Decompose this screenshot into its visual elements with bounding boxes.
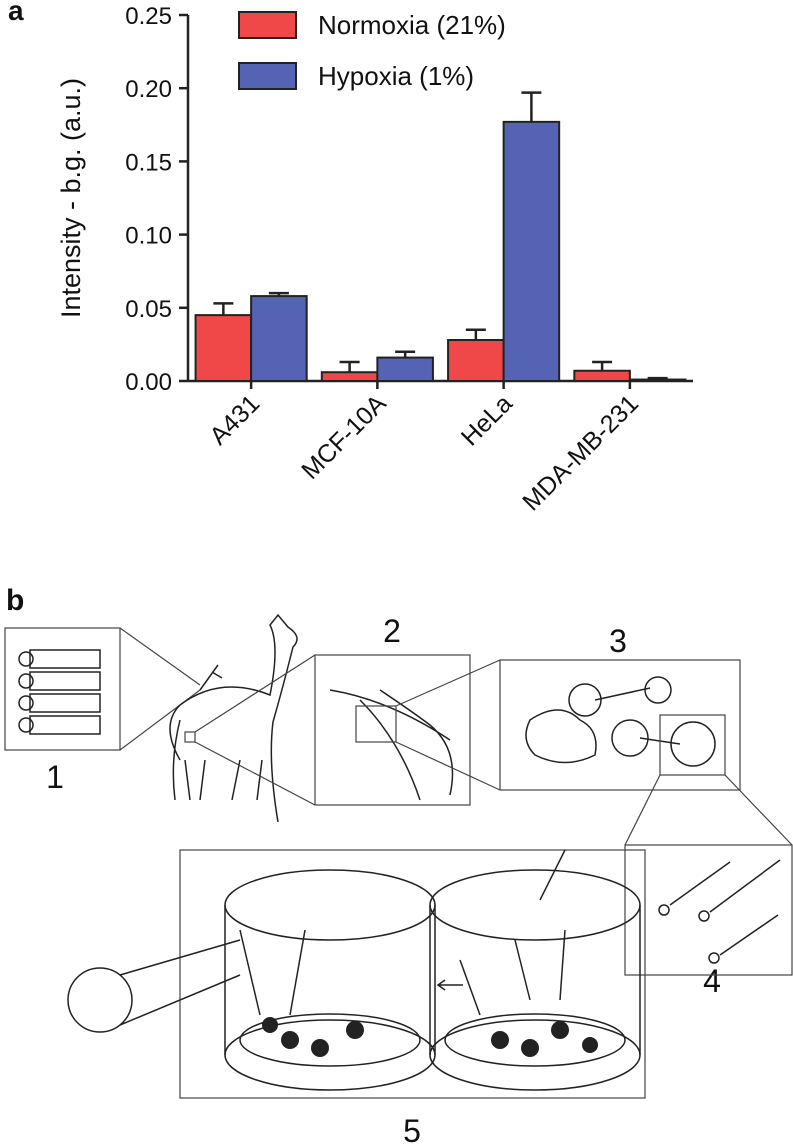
- phages-icon: [658, 859, 781, 964]
- box: [499, 659, 741, 791]
- box: [4, 627, 121, 751]
- box: [314, 654, 471, 806]
- panel-label: a: [8, 0, 24, 26]
- bar: [376, 356, 434, 382]
- zoom-marker: [659, 714, 726, 776]
- x-tick-label: MCF-10A: [296, 389, 392, 485]
- step-label: 2: [383, 613, 401, 649]
- panning-wells-icon: [67, 849, 641, 1091]
- cells-icon: [262, 1017, 598, 1057]
- y-tick-label: 0.10: [125, 223, 172, 250]
- legend-label: Hypoxia (1%): [318, 61, 474, 91]
- zoom-marker: [184, 731, 196, 743]
- llama-icon: [169, 613, 298, 823]
- cells-icon: [525, 676, 716, 767]
- y-tick-label: 0.25: [125, 3, 172, 30]
- legend-swatch: [238, 62, 297, 90]
- bar: [320, 371, 379, 383]
- diagram: b 1 2 3 4 5: [4, 584, 793, 1148]
- x-tick-label: A431: [204, 389, 265, 450]
- y-tick-label: 0.20: [125, 76, 172, 103]
- chart: 0.00 0.05 0.10 0.15 0.20 0.25 A431 MCF-10A HeLa M…: [125, 3, 693, 516]
- y-tick-label: 0.15: [125, 149, 172, 176]
- panel-label: b: [6, 584, 24, 617]
- flasks-icon: [18, 649, 101, 735]
- y-axis-label: Intensity - b.g. (a.u.): [56, 78, 86, 318]
- bar: [447, 339, 505, 382]
- legend-label: Normoxia (21%): [318, 10, 506, 40]
- vessel-icon: [329, 689, 454, 801]
- x-tick-label: HeLa: [456, 389, 518, 451]
- bar: [250, 295, 308, 383]
- y-tick-label: 0.05: [125, 296, 172, 323]
- bar: [194, 314, 253, 382]
- step-label: 1: [46, 759, 64, 795]
- x-tick-label: MDA-MB-231: [517, 389, 644, 516]
- bar: [573, 369, 631, 383]
- box: [624, 844, 793, 976]
- bar: [628, 378, 687, 383]
- step-label: 3: [609, 623, 627, 659]
- box: [179, 849, 646, 1099]
- y-tick-label: 0.00: [125, 369, 172, 396]
- legend-swatch: [238, 11, 297, 39]
- zoom-marker: [355, 705, 397, 743]
- bar: [502, 120, 561, 382]
- step-label: 5: [403, 1113, 421, 1148]
- step-label: 4: [703, 963, 721, 999]
